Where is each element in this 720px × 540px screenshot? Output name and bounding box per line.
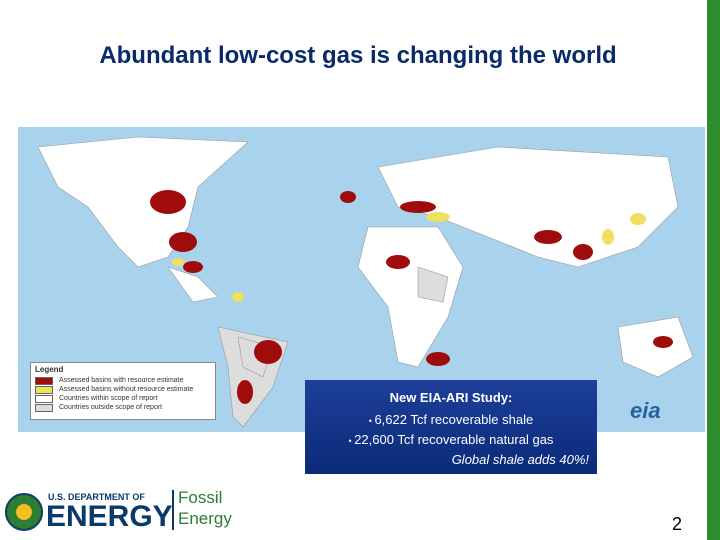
study-heading: New EIA-ARI Study: — [389, 390, 513, 405]
legend-item: Countries outside scope of report — [59, 404, 163, 411]
doe-seal — [5, 493, 43, 531]
eia-logo: eia — [630, 398, 661, 423]
legend-item: Assessed basins without resource estimat… — [59, 386, 194, 393]
map-legend: Legend Assessed basins with resource est… — [30, 362, 216, 420]
office-line: Energy — [178, 509, 232, 528]
legend-item: Countries within scope of report — [59, 395, 158, 402]
department-label: U.S. DEPARTMENT OF — [48, 492, 145, 502]
legend-item: Assessed basins with resource estimate — [59, 377, 184, 384]
office-line: Fossil — [178, 488, 223, 507]
page-number: 2 — [672, 514, 683, 534]
legend-title: Legend — [35, 365, 64, 374]
study-note: Global shale adds 40%! — [451, 452, 589, 467]
side-bar — [707, 0, 720, 540]
energy-label: ENERGY — [46, 500, 173, 533]
study-bullet: 22,600 Tcf recoverable natural gas — [354, 432, 554, 447]
study-box: New EIA-ARI Study: • 6,622 Tcf recoverab… — [305, 380, 597, 474]
slide-title: Abundant low-cost gas is changing the wo… — [99, 42, 617, 69]
study-bullet: 6,622 Tcf recoverable shale — [374, 412, 534, 427]
